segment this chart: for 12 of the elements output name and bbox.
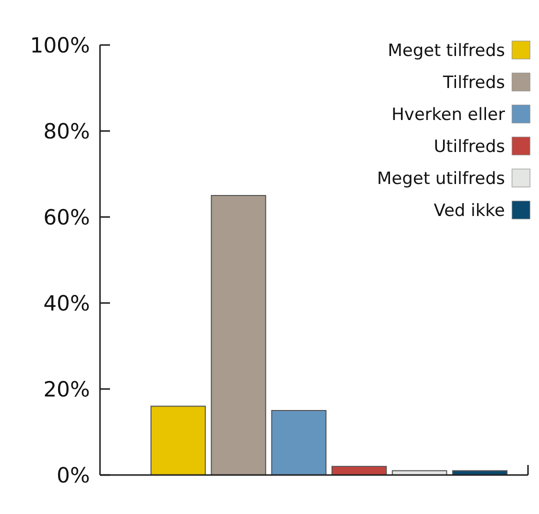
legend-label: Ved ikke [434, 200, 505, 221]
legend-label: Meget tilfreds [388, 40, 506, 61]
y-tick-label: 0% [56, 463, 90, 488]
y-tick-label: 40% [43, 291, 90, 316]
legend-label: Hverken eller [391, 104, 505, 125]
legend-label: Tilfreds [442, 72, 506, 93]
legend-label: Meget utilfreds [376, 168, 506, 189]
legend-label: Utilfreds [434, 136, 506, 157]
y-tick-label: 80% [43, 119, 90, 144]
y-tick-label: 100% [30, 33, 90, 58]
y-tick-label: 60% [43, 205, 90, 230]
y-tick-label: 20% [43, 377, 90, 402]
